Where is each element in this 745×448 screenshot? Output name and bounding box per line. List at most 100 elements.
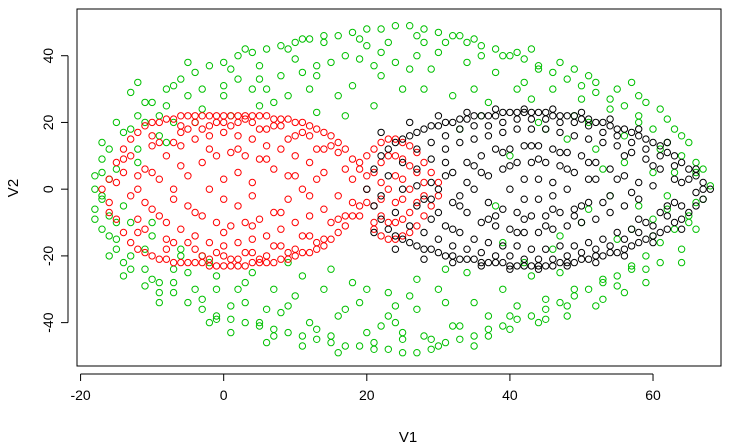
data-point [177,245,185,253]
data-point [549,262,557,270]
data-point [270,208,278,217]
data-point [491,212,500,220]
data-point [406,208,414,217]
data-point [406,162,414,170]
data-point [377,195,385,203]
data-point [527,45,536,53]
data-point [620,125,629,133]
data-point [670,162,679,170]
data-point [105,175,113,183]
data-point [234,285,242,293]
data-point [270,258,278,267]
data-point [427,215,435,223]
data-point [127,238,135,247]
data-point [234,132,242,140]
data-point [563,165,571,173]
data-point [141,198,149,207]
data-point [506,225,514,233]
data-point [220,112,228,120]
data-point [670,125,679,133]
data-point [520,105,528,113]
data-point [298,68,307,77]
data-point [162,85,171,93]
data-point [334,215,342,223]
data-point [549,192,557,200]
data-point [234,52,242,60]
data-point [248,268,257,277]
data-point [227,302,235,310]
data-point [427,202,435,210]
data-point [549,105,557,113]
data-point [563,112,571,120]
data-point [635,202,643,210]
data-point [656,208,664,217]
data-point [677,215,686,223]
data-point [191,118,199,127]
data-point [670,218,679,227]
data-point [692,225,700,233]
data-point [291,38,299,47]
data-point [706,182,714,190]
data-point [441,265,450,273]
data-point [484,112,493,120]
data-point [534,175,543,183]
data-point [184,125,192,133]
data-point [377,152,385,160]
data-point [620,172,629,180]
data-point [506,262,514,270]
data-point [262,142,271,150]
data-point [663,115,671,123]
data-point [577,202,586,210]
data-point [313,335,321,343]
data-point [141,248,149,257]
data-point [255,61,264,70]
data-point [627,78,636,87]
data-point [320,38,328,47]
data-point [363,152,371,160]
data-point [98,155,106,163]
data-point [534,228,543,237]
data-point [205,185,214,193]
data-point [398,138,407,147]
data-point [198,125,206,133]
data-point [313,72,321,80]
y-tick-label: -20 [40,246,56,266]
data-point [248,235,257,243]
data-point [491,252,500,260]
data-point [391,58,400,67]
data-point [506,265,514,273]
data-point [255,318,264,327]
data-point [184,268,192,277]
data-point [606,242,614,250]
data-point [413,198,421,207]
data-point [134,158,142,167]
data-point [155,175,164,183]
data-point [499,108,507,117]
data-point [434,192,443,200]
data-point [577,95,586,103]
data-point [620,252,629,260]
data-point [563,252,571,260]
y-axis-title: V2 [5,179,22,197]
data-point [413,145,421,153]
data-point [391,302,400,310]
data-point [348,28,357,37]
data-point [370,61,378,70]
data-point [270,332,278,340]
data-point [456,202,464,210]
data-point [148,232,156,240]
data-point [649,162,657,170]
data-point [220,242,228,250]
data-point [284,92,292,100]
data-point [627,128,636,137]
data-point [556,232,564,240]
data-point [262,112,271,120]
data-point [255,125,264,133]
data-point [577,218,586,227]
data-point [105,198,113,207]
data-point [527,245,536,253]
data-point [363,25,371,33]
data-point [592,302,600,310]
data-point [499,148,507,157]
data-point [570,258,578,267]
